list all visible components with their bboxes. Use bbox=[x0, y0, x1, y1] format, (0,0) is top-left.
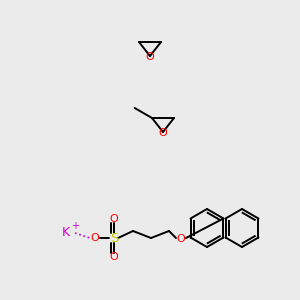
Text: K: K bbox=[62, 226, 70, 238]
Text: O: O bbox=[159, 128, 167, 138]
Text: O: O bbox=[110, 214, 118, 224]
Text: O: O bbox=[177, 234, 185, 244]
Text: O: O bbox=[110, 252, 118, 262]
Text: O: O bbox=[91, 233, 99, 243]
Text: S: S bbox=[110, 232, 118, 244]
Text: +: + bbox=[71, 221, 79, 231]
Text: O: O bbox=[146, 52, 154, 62]
